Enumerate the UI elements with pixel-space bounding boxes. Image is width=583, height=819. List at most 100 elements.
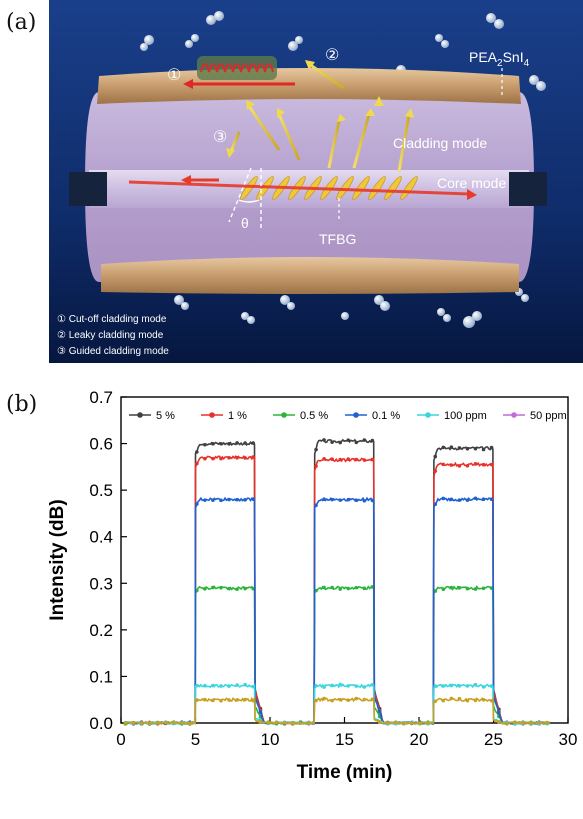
- series-line-1: [125, 455, 550, 726]
- y-tick-label: 0.7: [89, 388, 113, 407]
- series-point: [354, 585, 359, 590]
- series-point: [227, 698, 231, 702]
- series-point: [227, 586, 231, 591]
- series-point: [465, 684, 470, 688]
- series-point: [393, 720, 398, 725]
- pea-snI4-label: PEA2SnI4: [469, 49, 530, 69]
- legend-label: 100 ppm: [444, 410, 487, 422]
- series-point: [489, 462, 494, 467]
- series-point: [258, 710, 263, 714]
- series-point: [147, 721, 152, 726]
- series-point: [433, 502, 438, 507]
- series-point: [195, 683, 199, 688]
- series-point: [354, 457, 359, 462]
- series-point: [441, 684, 446, 688]
- series-point: [473, 682, 478, 687]
- series-point: [465, 464, 470, 468]
- series-point: [251, 441, 255, 445]
- series-point: [203, 697, 207, 702]
- series-point: [370, 697, 375, 702]
- series-point: [139, 721, 144, 726]
- series-point: [266, 720, 271, 724]
- series-point: [243, 682, 247, 687]
- series-point: [457, 446, 462, 450]
- series-point: [433, 454, 438, 459]
- series-point: [235, 683, 239, 687]
- x-tick-label: 30: [559, 730, 578, 749]
- series-point: [258, 720, 263, 724]
- series-point: [362, 685, 367, 689]
- series-point: [346, 497, 351, 502]
- intensity-chart: 0 5 10 15 20 25 30 0.0 0.1 0.2 0.3 0.4 0.5 0.6 0.7 Time…: [47, 388, 578, 783]
- y-tick-label: 0.0: [89, 714, 113, 733]
- series-point: [481, 685, 486, 689]
- series-point: [457, 696, 462, 701]
- series-point: [481, 697, 486, 702]
- series-point: [330, 683, 334, 688]
- series-point: [219, 456, 223, 461]
- legend-label: 0.1 %: [372, 410, 400, 422]
- series-point: [465, 586, 470, 591]
- series-point: [243, 456, 247, 460]
- core-mode-label: Core mode: [437, 175, 506, 191]
- y-tick-label: 0.5: [89, 481, 113, 500]
- series-point: [211, 585, 215, 590]
- series-point: [346, 698, 351, 702]
- series-point: [338, 587, 342, 591]
- series-point: [457, 586, 462, 590]
- series-point: [274, 720, 279, 725]
- series-point: [433, 684, 438, 688]
- series-point: [377, 709, 382, 714]
- series-point: [188, 722, 192, 726]
- marker-3: ③: [213, 129, 227, 146]
- series-point: [298, 721, 303, 725]
- series-point: [251, 684, 255, 689]
- series-point: [243, 441, 247, 445]
- series-point: [195, 461, 199, 466]
- series-point: [545, 720, 549, 725]
- series-point: [338, 498, 342, 502]
- cladding-mode-label: Cladding mode: [393, 135, 487, 151]
- fiber-end-right: [509, 172, 547, 206]
- series-point: [441, 445, 446, 450]
- series-point: [171, 720, 176, 724]
- series-point: [282, 721, 287, 725]
- series-point: [497, 720, 501, 724]
- series-point: [203, 456, 207, 461]
- legend-marker: [425, 412, 431, 418]
- series-point: [497, 710, 501, 715]
- legend-label: 5 %: [156, 410, 175, 422]
- series-point: [330, 585, 334, 590]
- perovskite-film-top: [97, 68, 521, 104]
- series-point: [473, 698, 478, 703]
- series-point: [338, 440, 342, 445]
- legend-label: 50 ppm: [530, 410, 567, 422]
- legend-item-1: ① Cut-off cladding mode: [57, 314, 167, 325]
- series-point: [370, 438, 375, 443]
- series-point: [211, 442, 215, 446]
- series-point: [219, 585, 223, 590]
- series-point: [195, 502, 199, 506]
- series-point: [481, 586, 486, 591]
- plot-frame: [120, 396, 569, 724]
- series-point: [489, 497, 494, 502]
- series-point: [227, 497, 231, 502]
- series-point: [449, 463, 454, 467]
- series-point: [346, 684, 351, 688]
- series-point: [521, 720, 525, 725]
- series-point: [449, 683, 454, 688]
- series-point: [195, 698, 199, 702]
- series-point: [203, 587, 207, 591]
- series-point: [322, 457, 326, 461]
- series-point: [330, 457, 334, 462]
- series-point: [243, 498, 247, 502]
- series-point: [330, 440, 334, 444]
- series-point: [211, 683, 215, 688]
- x-tick-label: 0: [116, 730, 125, 749]
- legend-marker: [353, 412, 359, 418]
- series-line-5: [125, 695, 551, 726]
- series-point: [354, 440, 359, 445]
- series-point: [354, 696, 359, 701]
- series-point: [537, 720, 541, 725]
- marker-2: ②: [325, 47, 339, 64]
